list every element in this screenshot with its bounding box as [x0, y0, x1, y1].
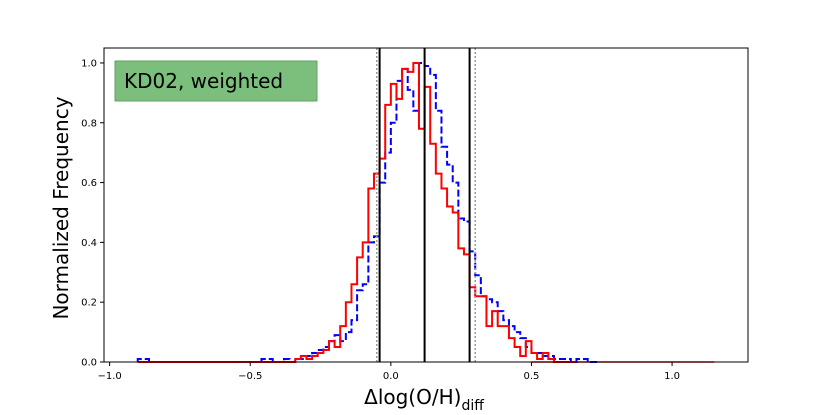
- y-axis-title: Normalized Frequency: [49, 96, 73, 319]
- y-tick-label: 0.6: [81, 178, 97, 189]
- plot-frame: [103, 47, 749, 363]
- x-tick-label: −0.5: [238, 371, 262, 382]
- y-tick-label: 0.4: [81, 238, 97, 249]
- x-axis-ticks: −1.0 −0.5 0.0 0.5 1.0: [97, 362, 680, 382]
- x-tick-label: −1.0: [97, 371, 121, 382]
- x-tick-label: 0.5: [524, 371, 540, 382]
- y-tick-label: 0.0: [81, 358, 97, 369]
- y-tick-label: 0.8: [81, 118, 97, 129]
- y-tick-label: 1.0: [81, 58, 97, 69]
- annotation-box: KD02, weighted: [114, 60, 318, 102]
- annotation-label: KD02, weighted: [124, 69, 283, 93]
- x-axis-title-sub: diff: [461, 398, 484, 414]
- x-axis-title-main: Δlog(O/H): [364, 385, 461, 409]
- y-tick-label: 0.2: [81, 298, 97, 309]
- y-axis-ticks: 0.0 0.2 0.4 0.6 0.8 1.0: [81, 58, 104, 369]
- x-tick-label: 1.0: [664, 371, 680, 382]
- x-tick-label: 0.0: [383, 371, 399, 382]
- x-axis-title: Δlog(O/H)diff: [364, 385, 484, 414]
